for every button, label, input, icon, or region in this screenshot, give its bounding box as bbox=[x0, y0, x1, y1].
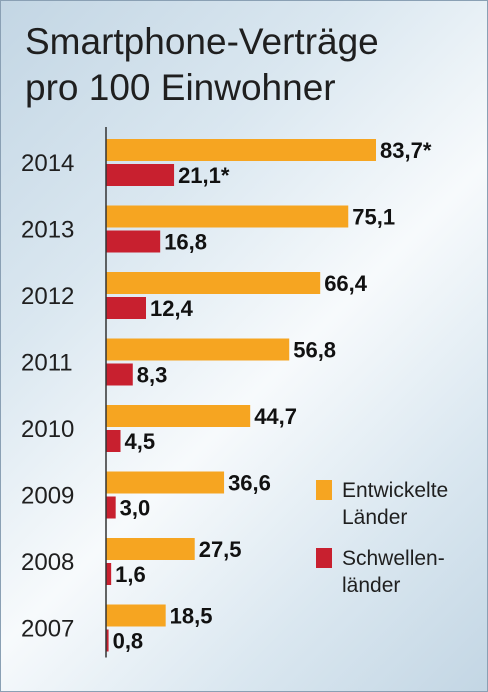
data-label-emerging-2010: 4,5 bbox=[125, 429, 156, 454]
legend: Entwickelte Länder Schwellen- länder bbox=[316, 477, 486, 613]
legend-item-developed: Entwickelte Länder bbox=[316, 477, 486, 531]
y-tick-label-2011: 2011 bbox=[21, 350, 73, 377]
y-tick-label-2012: 2012 bbox=[21, 283, 74, 310]
data-label-developed-2011: 56,8 bbox=[293, 338, 336, 363]
bar-developed-2011 bbox=[106, 338, 290, 361]
bar-developed-2014 bbox=[106, 139, 376, 161]
legend-swatch-developed bbox=[316, 480, 332, 500]
legend-label-emerging: Schwellen- länder bbox=[342, 547, 445, 597]
title-line-1: Smartphone-Verträge bbox=[25, 21, 379, 62]
data-label-emerging-2013: 16,8 bbox=[164, 230, 207, 255]
data-label-emerging-2011: 8,3 bbox=[137, 363, 168, 388]
bar-developed-2010 bbox=[106, 405, 251, 427]
legend-swatch-emerging bbox=[316, 548, 332, 568]
bar-emerging-2007 bbox=[106, 629, 109, 652]
data-label-developed-2010: 44,7 bbox=[254, 404, 297, 429]
data-label-developed-2008: 27,5 bbox=[199, 537, 242, 562]
bar-emerging-2013 bbox=[106, 230, 161, 253]
y-tick-label-2009: 2009 bbox=[21, 483, 74, 510]
y-tick-label-2008: 2008 bbox=[21, 549, 74, 576]
data-label-emerging-2014: 21,1* bbox=[178, 163, 230, 188]
bar-emerging-2014 bbox=[106, 164, 175, 186]
y-tick-label-2010: 2010 bbox=[21, 416, 74, 443]
bar-developed-2013 bbox=[106, 205, 349, 228]
bar-emerging-2010 bbox=[106, 430, 121, 452]
legend-item-emerging: Schwellen- länder bbox=[316, 545, 486, 599]
data-label-developed-2012: 66,4 bbox=[324, 271, 368, 296]
data-label-emerging-2007: 0,8 bbox=[113, 629, 144, 654]
data-label-developed-2009: 36,6 bbox=[228, 471, 271, 496]
y-tick-label-2013: 2013 bbox=[21, 217, 74, 244]
data-label-emerging-2012: 12,4 bbox=[150, 296, 194, 321]
chart-title: Smartphone-Verträge pro 100 Einwohner bbox=[25, 19, 465, 111]
y-tick-label-2014: 2014 bbox=[21, 150, 74, 177]
y-tick-label-2007: 2007 bbox=[21, 616, 74, 643]
bar-developed-2008 bbox=[106, 538, 195, 560]
title-line-2: pro 100 Einwohner bbox=[25, 67, 336, 108]
bar-emerging-2012 bbox=[106, 297, 146, 319]
data-label-emerging-2009: 3,0 bbox=[120, 496, 151, 521]
bar-emerging-2011 bbox=[106, 363, 133, 386]
bar-developed-2012 bbox=[106, 272, 321, 294]
data-label-developed-2007: 18,5 bbox=[170, 604, 213, 629]
legend-label-developed: Entwickelte Länder bbox=[342, 479, 449, 529]
data-label-developed-2013: 75,1 bbox=[352, 205, 395, 230]
data-label-developed-2014: 83,7* bbox=[380, 138, 432, 163]
data-label-emerging-2008: 1,6 bbox=[115, 562, 146, 587]
bar-emerging-2009 bbox=[106, 496, 116, 519]
bar-emerging-2008 bbox=[106, 563, 112, 585]
bar-developed-2007 bbox=[106, 604, 166, 627]
bar-developed-2009 bbox=[106, 471, 225, 494]
